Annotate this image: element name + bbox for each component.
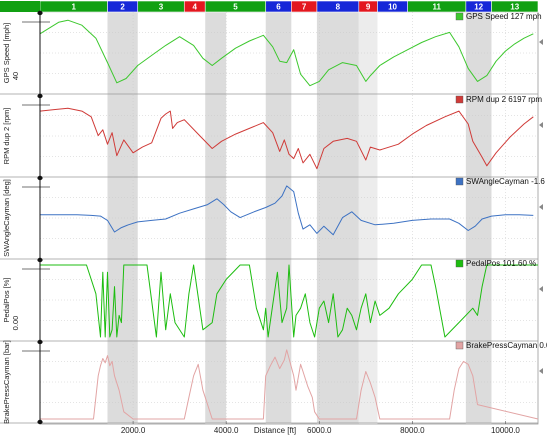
legend-swatch xyxy=(455,259,464,268)
y-axis-label: PedalPos [%] xyxy=(2,277,11,322)
x-tick-label: 8000.0 xyxy=(400,426,425,435)
series-line xyxy=(40,349,539,420)
y-axis-value: 0.00 xyxy=(11,316,20,331)
x-tick-label: 4000.0 xyxy=(214,426,239,435)
x-tick-label: 2000.0 xyxy=(121,426,146,435)
shaded-region xyxy=(265,12,292,424)
segment-label: 5 xyxy=(233,3,238,12)
panel-4: PedalPos [%]0.00 PedalPos 101.60 % xyxy=(0,259,543,342)
shaded-region xyxy=(358,12,378,424)
segment-label: 3 xyxy=(159,3,164,12)
series-line xyxy=(39,107,534,170)
segment-label: 1 xyxy=(72,3,77,12)
segment-label: 8 xyxy=(336,3,341,12)
segment-label: 11 xyxy=(433,3,442,12)
y-axis-value: 40 xyxy=(11,72,20,80)
legend-entry: RPM dup 2 6197 rpm xyxy=(466,95,542,104)
panel-1: GPS Speed [mph] 40 GPS Speed 127 mph xyxy=(0,12,543,95)
panel-scroll-icon[interactable] xyxy=(539,368,543,374)
segment-label: 6 xyxy=(276,3,281,12)
x-axis: Distance [ft] 2000.0 4000.0 6000.0 8000.0 10… xyxy=(37,10,520,435)
y-axis-label: SWAngleCayman [deg] xyxy=(2,179,11,257)
legend-swatch xyxy=(455,95,464,104)
y-axis-label: BrakePressCayman [bar] xyxy=(2,340,11,424)
panel-5: BrakePressCayman [bar] BrakePressCayman 0… xyxy=(0,340,547,424)
x-tick-label: 10000.0 xyxy=(491,426,520,435)
legend-entry: GPS Speed 127 mph xyxy=(466,12,542,21)
legend-entry: SWAngleCayman -1.6 deg xyxy=(466,177,547,186)
legend-entry: PedalPos 101.60 % xyxy=(466,259,536,268)
panel-3: SWAngleCayman [deg] SWAngleCayman -1.6 de… xyxy=(0,177,547,260)
panel-scroll-icon[interactable] xyxy=(539,204,543,210)
x-tick-label: 6000.0 xyxy=(307,426,332,435)
panels-layer: GPS Speed [mph] 40 GPS Speed 127 mph RPM du… xyxy=(0,12,547,424)
panel-scroll-icon[interactable] xyxy=(539,39,543,45)
legend-swatch xyxy=(455,341,464,350)
cursor-knob[interactable] xyxy=(37,93,43,99)
cursor-knob[interactable] xyxy=(37,257,43,263)
segment-strip xyxy=(0,1,40,12)
panel-scroll-icon[interactable] xyxy=(539,286,543,292)
segment-label: 4 xyxy=(193,3,198,12)
cursor-knob[interactable] xyxy=(37,10,43,16)
segment-label: 13 xyxy=(510,3,519,12)
series-line xyxy=(40,185,534,236)
x-axis-label: Distance [ft] xyxy=(254,426,296,435)
series-line xyxy=(40,264,538,338)
segment-label: 10 xyxy=(388,3,397,12)
legend-swatch xyxy=(455,12,464,21)
legend-swatch xyxy=(455,177,464,186)
cursor-knob[interactable] xyxy=(37,419,43,425)
segment-label: 2 xyxy=(120,3,125,12)
segment-label: 7 xyxy=(302,3,307,12)
panel-scroll-icon[interactable] xyxy=(539,122,543,128)
panel-2: RPM dup 2 [rpm] RPM dup 2 6197 rpm xyxy=(0,95,543,178)
series-line xyxy=(39,19,534,87)
segment-13[interactable] xyxy=(491,0,539,13)
y-axis-label: GPS Speed [mph] xyxy=(2,23,11,83)
legend-entry: BrakePressCayman 0.0 bar xyxy=(466,341,547,350)
segment-bar[interactable]: 1 2 3 4 5 6 7 8 9 10 11 12 13 xyxy=(0,0,539,13)
y-axis-label: RPM dup 2 [rpm] xyxy=(2,108,11,165)
cursor-knob[interactable] xyxy=(37,175,43,181)
segment-label: 9 xyxy=(366,3,371,12)
segment-label: 12 xyxy=(474,3,483,12)
shaded-region xyxy=(205,12,227,424)
cursor-knob[interactable] xyxy=(37,339,43,345)
